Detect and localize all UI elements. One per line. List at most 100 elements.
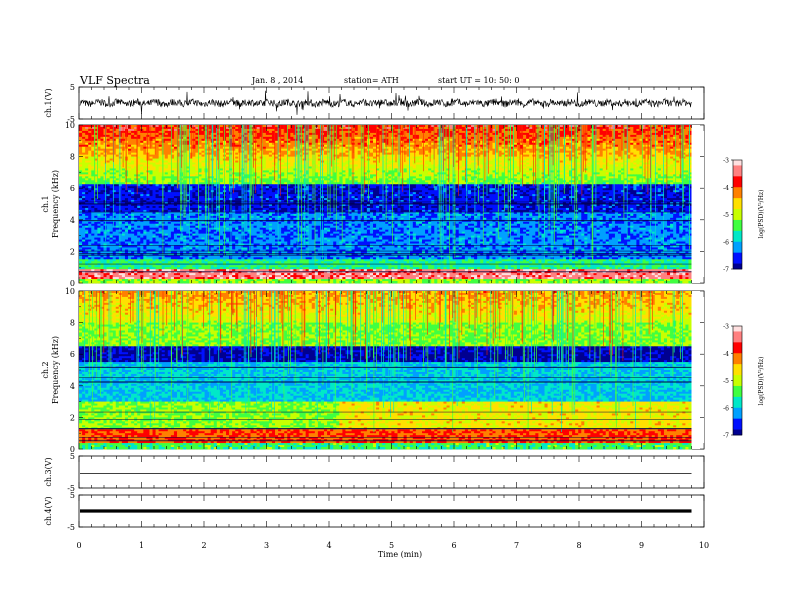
ch1-spec-cell xyxy=(654,140,659,144)
ch1-spec-cell xyxy=(532,148,536,152)
ch1-spec-cell xyxy=(660,144,665,148)
ch1-spec-cell xyxy=(85,134,89,138)
ch1-spec-cell xyxy=(446,144,450,148)
ch1-spec-cell xyxy=(391,126,395,130)
ch1-spec-cell xyxy=(608,140,613,144)
ch1-spec-cell xyxy=(578,125,582,128)
ch1-spec-cell xyxy=(385,146,389,150)
ch1-spec-cell xyxy=(471,140,475,144)
ch1-spec-cell xyxy=(602,132,607,136)
ch1-spec-cell xyxy=(654,134,659,138)
ch1-spec-cell xyxy=(85,128,89,132)
ch1-spec-cell xyxy=(688,125,692,128)
ch1-spec-cell xyxy=(317,128,322,132)
ch1-spec-cell xyxy=(247,146,251,150)
ch1-spec-cell xyxy=(660,132,665,136)
ch1-spec-cell xyxy=(235,126,239,130)
ch1-spec-cell xyxy=(529,144,533,148)
ch1-spec-cell xyxy=(682,146,686,150)
ch1-spec-cell xyxy=(431,150,435,154)
ch1-spec-cell xyxy=(115,136,120,140)
ch1-spec-cell xyxy=(446,138,450,142)
ch1-spec-cell xyxy=(489,136,493,140)
ch1-spec-cell xyxy=(532,126,536,130)
ch1-spec-cell xyxy=(247,150,251,154)
ch1-spec-cell xyxy=(685,138,689,142)
ch1-spec-cell xyxy=(572,150,576,154)
ch1-spec-cell xyxy=(189,136,193,140)
ch1-spec-cell xyxy=(572,142,576,146)
ch1-spec-cell xyxy=(455,140,460,144)
ch1-spec-cell xyxy=(492,130,496,134)
ch1-spec-cell xyxy=(369,148,374,152)
ch1-spec-cell xyxy=(115,148,120,152)
ch1-spec-cell xyxy=(467,150,472,154)
ch1-spec-cell xyxy=(97,130,101,134)
ch1-spec-cell xyxy=(633,125,637,128)
ch1-spec-cell xyxy=(642,125,646,128)
ch1-spec-cell xyxy=(91,138,95,142)
ch1-spec-cell xyxy=(278,134,282,138)
ch1-spec-cell xyxy=(474,136,478,140)
ch1-spec-cell xyxy=(630,140,634,144)
ch1-spec-cell xyxy=(513,140,518,144)
ch1-spec-cell xyxy=(489,146,493,150)
ch1-spec-cell xyxy=(278,150,282,154)
ch1-spec-cell xyxy=(149,136,153,140)
ch1-spec-cell xyxy=(121,146,126,150)
ch1-spec-cell xyxy=(284,150,288,154)
ch1-spec-cell xyxy=(275,146,279,150)
ch1-spec-cell xyxy=(256,148,261,152)
ch1-spec-cell xyxy=(88,128,92,132)
ch1-spec-cell xyxy=(553,140,558,144)
ch1-spec-cell xyxy=(314,144,319,148)
ch1-spec-cell xyxy=(489,144,493,148)
ch1-spec-cell xyxy=(418,132,423,136)
ch1-spec-cell xyxy=(290,150,294,154)
ch1-spec-cell xyxy=(143,142,147,146)
ch1-spec-cell xyxy=(262,136,267,140)
ch1-spec-cell xyxy=(201,148,205,152)
ch1-spec-cell xyxy=(247,148,251,152)
ch1-spec-cell xyxy=(161,136,166,140)
ch1-spec-cell xyxy=(455,138,460,142)
ch1-spec-cell xyxy=(498,148,503,152)
ch1-spec-cell xyxy=(624,125,628,128)
ch1-spec-cell xyxy=(498,126,503,130)
ch1-spec-cell xyxy=(82,138,86,142)
ch1-spec-cell xyxy=(458,130,463,134)
ch1-spec-cell xyxy=(513,148,518,152)
ch1-spec-cell xyxy=(651,125,656,128)
ch1-spec-cell xyxy=(406,144,411,148)
ch1-spec-cell xyxy=(486,140,490,144)
ch1-spec-cell xyxy=(489,148,493,152)
ch1-spec-cell xyxy=(97,125,101,128)
ch1-spec-cell xyxy=(449,150,454,154)
ch1-spec-cell xyxy=(406,128,411,132)
ch1-spec-cell xyxy=(369,136,374,140)
ch1-spec-cell xyxy=(660,140,665,144)
ch1-spec-cell xyxy=(403,125,408,128)
ch1-spec-cell xyxy=(565,130,570,134)
ch1-spec-cell xyxy=(360,136,365,140)
ch1-spec-cell xyxy=(385,125,389,128)
ch1-spec-cell xyxy=(688,142,692,146)
ch1-spec-cell xyxy=(268,142,273,146)
ch1-spec-cell xyxy=(369,128,374,132)
ch1-spec-cell xyxy=(308,138,313,142)
ch1-spec-cell xyxy=(621,138,625,142)
ch1-spec-cell xyxy=(250,126,254,130)
ch1-spec-cell xyxy=(373,138,377,142)
ch1-spec-cell xyxy=(247,128,251,132)
ch1-spec-cell xyxy=(504,144,509,148)
ch1-spec-cell xyxy=(670,142,674,146)
ch1-spec-cell xyxy=(121,150,126,154)
ch1-spec-cell xyxy=(262,146,267,150)
ch1-spec-cell xyxy=(360,126,365,130)
ch1-spec-cell xyxy=(572,146,576,150)
ch1-spec-cell xyxy=(471,138,475,142)
ch1-spec-cell xyxy=(434,134,438,138)
ch1-spec-cell xyxy=(121,128,126,132)
ch1-spec-cell xyxy=(287,126,291,130)
ch1-spec-cell xyxy=(290,138,294,142)
